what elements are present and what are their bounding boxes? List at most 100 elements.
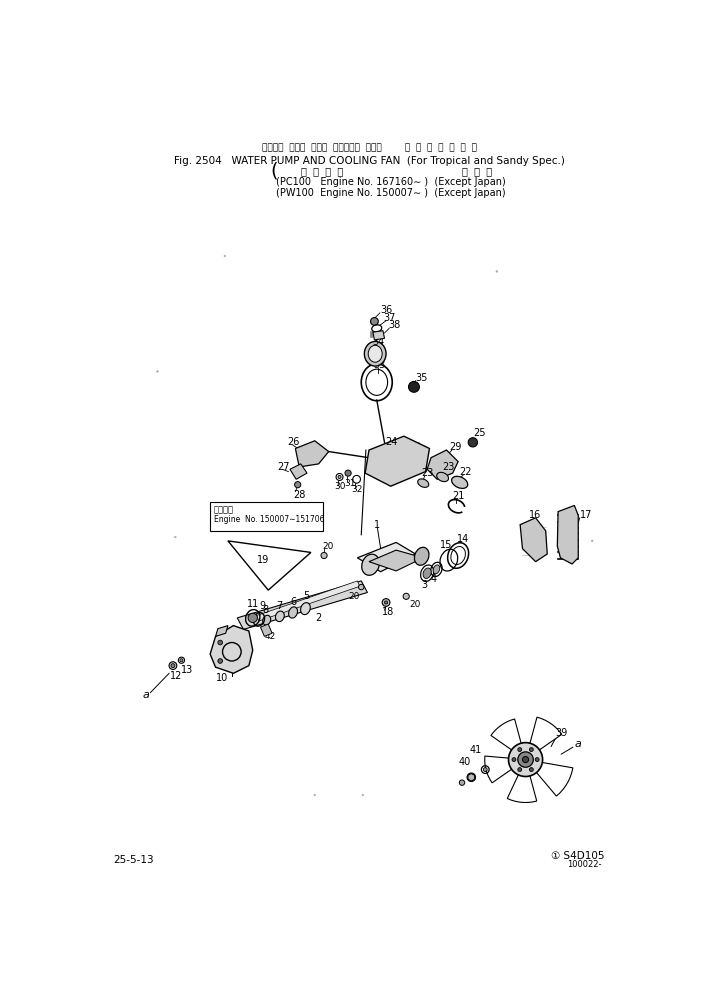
Polygon shape <box>369 550 423 571</box>
Text: 5: 5 <box>303 592 310 602</box>
Polygon shape <box>520 517 547 562</box>
Polygon shape <box>295 441 329 467</box>
Polygon shape <box>530 717 562 751</box>
Text: 6: 6 <box>290 597 296 606</box>
Text: 32: 32 <box>351 485 363 494</box>
Polygon shape <box>357 542 415 572</box>
Polygon shape <box>215 625 228 636</box>
Polygon shape <box>508 774 536 803</box>
Circle shape <box>467 773 476 782</box>
Ellipse shape <box>437 473 449 482</box>
Polygon shape <box>427 450 458 480</box>
Text: 36: 36 <box>380 305 392 315</box>
Text: 25-5-13: 25-5-13 <box>113 854 154 865</box>
Text: 20: 20 <box>409 600 420 608</box>
Circle shape <box>314 794 315 796</box>
Text: 42: 42 <box>264 632 276 641</box>
Text: 24: 24 <box>385 437 397 447</box>
Text: (: ( <box>271 162 278 180</box>
Ellipse shape <box>276 611 284 621</box>
Ellipse shape <box>263 615 271 625</box>
Polygon shape <box>468 773 474 781</box>
Text: 39: 39 <box>555 728 567 738</box>
Circle shape <box>248 613 258 622</box>
Text: 23: 23 <box>422 468 434 478</box>
Circle shape <box>321 552 327 559</box>
Text: 14: 14 <box>457 533 469 544</box>
Text: 9: 9 <box>259 602 265 611</box>
Text: (PW100  Engine No. 150007∼ )  (Except Japan): (PW100 Engine No. 150007∼ ) (Except Japa… <box>276 188 505 198</box>
Circle shape <box>294 482 301 488</box>
Circle shape <box>591 540 593 542</box>
Circle shape <box>529 768 534 771</box>
Circle shape <box>156 371 158 373</box>
Circle shape <box>345 470 351 477</box>
Polygon shape <box>557 505 578 564</box>
Ellipse shape <box>361 554 379 576</box>
Circle shape <box>371 317 378 325</box>
Polygon shape <box>491 719 521 751</box>
Circle shape <box>359 585 364 590</box>
Circle shape <box>218 659 222 663</box>
Circle shape <box>523 756 528 763</box>
Text: 2: 2 <box>315 612 321 623</box>
Ellipse shape <box>451 477 468 489</box>
Text: 8: 8 <box>263 606 269 615</box>
Circle shape <box>529 747 534 751</box>
Ellipse shape <box>418 479 429 488</box>
Text: 26: 26 <box>287 437 300 447</box>
Circle shape <box>518 752 534 767</box>
Text: 33: 33 <box>374 361 386 371</box>
Polygon shape <box>485 756 513 783</box>
Ellipse shape <box>289 606 297 618</box>
Polygon shape <box>261 624 272 636</box>
Text: 41: 41 <box>469 745 482 755</box>
Ellipse shape <box>415 547 429 565</box>
Polygon shape <box>238 581 367 629</box>
Text: 21: 21 <box>453 492 465 501</box>
Circle shape <box>218 640 222 645</box>
Circle shape <box>518 768 522 771</box>
Circle shape <box>535 758 539 761</box>
Text: 22: 22 <box>459 467 472 477</box>
Polygon shape <box>373 331 384 340</box>
Circle shape <box>512 758 516 761</box>
Text: 25: 25 <box>473 428 485 438</box>
Text: 海  外  向: 海 外 向 <box>462 166 492 176</box>
Circle shape <box>518 747 522 751</box>
Circle shape <box>483 768 487 772</box>
Polygon shape <box>210 625 253 673</box>
Polygon shape <box>536 762 573 796</box>
Text: (PC100   Engine No. 167160∼ )  (Except Japan): (PC100 Engine No. 167160∼ ) (Except Japa… <box>276 177 505 187</box>
Text: Fig. 2504   WATER PUMP AND COOLING FAN  (For Tropical and Sandy Spec.): Fig. 2504 WATER PUMP AND COOLING FAN (Fo… <box>174 156 564 165</box>
Polygon shape <box>256 581 360 621</box>
Text: 20: 20 <box>323 542 334 551</box>
Text: 4: 4 <box>431 575 437 585</box>
Text: ① S4D105: ① S4D105 <box>551 851 605 861</box>
Text: 34: 34 <box>372 337 384 347</box>
Text: 適用号機: 適用号機 <box>214 505 234 514</box>
Circle shape <box>496 271 498 273</box>
Text: 100022-: 100022- <box>567 860 601 869</box>
Text: 30: 30 <box>334 483 346 492</box>
Text: 12: 12 <box>170 671 182 682</box>
Circle shape <box>169 662 177 670</box>
Circle shape <box>468 438 477 447</box>
Text: 29: 29 <box>449 442 462 452</box>
Text: a: a <box>575 739 581 749</box>
Text: 35: 35 <box>415 374 428 384</box>
Circle shape <box>362 794 364 796</box>
Circle shape <box>508 742 543 777</box>
Text: 18: 18 <box>382 607 395 617</box>
Polygon shape <box>365 436 429 487</box>
Text: 15: 15 <box>441 540 453 550</box>
Text: 7: 7 <box>276 601 282 610</box>
Text: 3: 3 <box>422 580 428 590</box>
Text: 16: 16 <box>528 510 541 520</box>
Circle shape <box>403 594 409 600</box>
Ellipse shape <box>300 603 310 614</box>
Polygon shape <box>228 541 311 591</box>
Text: 23: 23 <box>442 462 454 472</box>
Text: 1: 1 <box>374 520 381 530</box>
Text: 13: 13 <box>181 665 193 675</box>
